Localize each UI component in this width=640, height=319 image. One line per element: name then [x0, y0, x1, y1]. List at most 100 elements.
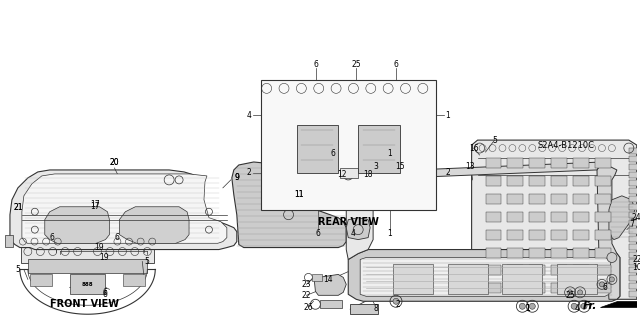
Bar [551, 248, 567, 257]
Text: 6: 6 [314, 60, 319, 69]
Polygon shape [346, 162, 602, 180]
Text: 6: 6 [115, 233, 120, 242]
Bar [595, 158, 611, 168]
Bar [551, 283, 567, 293]
Text: 11: 11 [294, 190, 303, 199]
Text: 10: 10 [632, 263, 640, 272]
Text: 5: 5 [145, 257, 150, 266]
Text: S2A4-B1210C: S2A4-B1210C [538, 141, 595, 150]
Bar [508, 248, 524, 257]
Polygon shape [260, 80, 436, 210]
Bar [529, 230, 545, 240]
Text: 6: 6 [394, 60, 399, 69]
Bar [508, 283, 524, 293]
Text: 23: 23 [301, 280, 311, 289]
Circle shape [581, 303, 587, 309]
Text: 12: 12 [337, 170, 347, 179]
Bar [508, 212, 524, 222]
Bar [629, 236, 640, 241]
Text: 2: 2 [445, 168, 450, 177]
Circle shape [393, 298, 399, 304]
Bar [557, 264, 597, 294]
Bar [21, 241, 154, 263]
Bar [573, 212, 589, 222]
Text: 22: 22 [632, 255, 640, 264]
Text: 9: 9 [234, 174, 239, 182]
Bar [573, 248, 589, 257]
Bar [629, 164, 640, 170]
Bar [629, 252, 640, 257]
Bar [508, 158, 524, 168]
Polygon shape [120, 207, 189, 244]
Bar [595, 194, 611, 204]
Text: 6: 6 [102, 290, 107, 299]
Bar [573, 230, 589, 240]
Text: 4: 4 [246, 111, 251, 120]
Bar [629, 275, 640, 281]
Bar [595, 283, 611, 293]
Bar [529, 176, 545, 186]
Bar [629, 291, 640, 297]
Bar [551, 230, 567, 240]
Text: 1: 1 [388, 229, 392, 238]
Bar [529, 265, 545, 275]
Bar [573, 176, 589, 186]
Bar [124, 274, 145, 286]
Bar [508, 230, 524, 240]
Text: 26: 26 [303, 303, 313, 312]
Bar [595, 248, 611, 257]
Bar [573, 265, 589, 275]
Bar [551, 212, 567, 222]
Text: 7: 7 [629, 220, 634, 229]
Bar [5, 234, 13, 247]
Polygon shape [346, 168, 373, 259]
Text: 17: 17 [90, 202, 99, 211]
Bar [529, 158, 545, 168]
Polygon shape [45, 207, 109, 244]
Text: 17: 17 [90, 200, 99, 209]
Text: 888: 888 [82, 282, 93, 287]
Circle shape [520, 303, 525, 309]
Bar [360, 162, 375, 170]
Bar [551, 194, 567, 204]
Text: 15: 15 [395, 162, 404, 171]
Text: 6: 6 [49, 233, 54, 242]
Polygon shape [609, 196, 635, 240]
Bar [551, 265, 567, 275]
Text: 21: 21 [13, 203, 22, 212]
Bar [629, 244, 640, 249]
Bar [573, 283, 589, 293]
Bar [629, 267, 640, 273]
Bar [629, 228, 640, 234]
Bar [551, 158, 567, 168]
Bar [486, 158, 502, 168]
Text: REAR VIEW: REAR VIEW [318, 217, 379, 227]
Bar [595, 212, 611, 222]
Text: 21: 21 [13, 203, 22, 212]
Bar [529, 212, 545, 222]
Bar [508, 194, 524, 204]
Bar [486, 212, 502, 222]
Bar [629, 196, 640, 202]
Bar [393, 264, 433, 294]
Bar [629, 283, 640, 289]
Text: 9: 9 [234, 174, 239, 182]
Bar [629, 204, 640, 210]
Circle shape [609, 277, 614, 282]
Text: 18: 18 [364, 170, 373, 179]
Text: 3: 3 [374, 162, 378, 171]
Text: 5: 5 [492, 136, 497, 145]
Text: 13: 13 [465, 162, 474, 171]
Bar [486, 194, 502, 204]
Polygon shape [232, 162, 346, 248]
Text: 2: 2 [396, 300, 401, 309]
Bar [595, 265, 611, 275]
Bar [629, 188, 640, 194]
Bar [508, 176, 524, 186]
Text: 6: 6 [102, 288, 107, 297]
Text: 19: 19 [95, 243, 104, 252]
Bar [350, 304, 378, 314]
Bar [551, 176, 567, 186]
Text: 25: 25 [351, 60, 361, 69]
Circle shape [577, 290, 582, 295]
